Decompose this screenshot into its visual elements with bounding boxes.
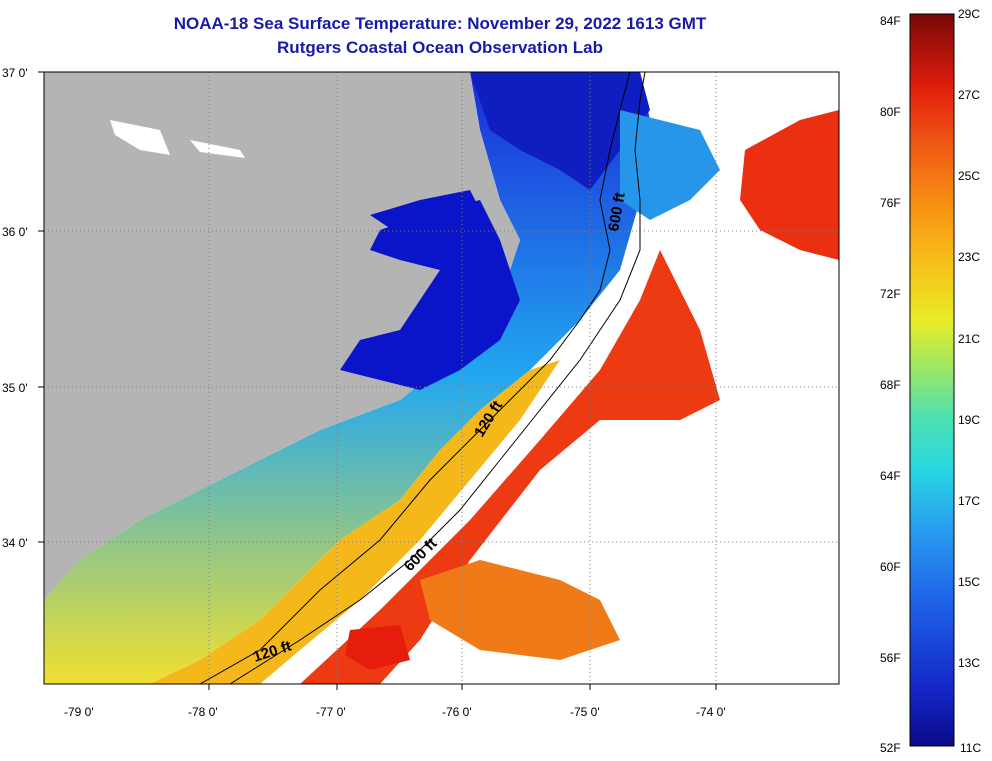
contour-600ft	[229, 72, 646, 684]
scale-label-f: 80F	[880, 105, 901, 119]
map-title: NOAA-18 Sea Surface Temperature: Novembe…	[173, 14, 707, 33]
scale-label-c: 15C	[958, 575, 980, 589]
scale-label-c: 23C	[958, 250, 980, 264]
map-subtitle: Rutgers Coastal Ocean Observation Lab	[277, 38, 603, 57]
color-scale-gradient	[909, 13, 955, 747]
scale-label-c: 11C	[960, 741, 981, 755]
lon-tick-77: -77 0'	[316, 705, 346, 719]
scale-label-c: 17C	[958, 494, 980, 508]
scale-label-f: 60F	[880, 560, 901, 574]
cold-water-north	[470, 72, 650, 190]
albemarle-sound	[370, 190, 480, 235]
inland-lake	[110, 120, 170, 155]
lon-tick-78: -78 0'	[188, 705, 218, 719]
scale-label-f: 84F	[880, 14, 901, 28]
lon-tick-79: -79 0'	[64, 705, 94, 719]
land-mass	[44, 72, 520, 600]
lon-tick-75: -75 0'	[570, 705, 600, 719]
warm-patch-southwest	[345, 625, 410, 670]
lat-tick-34: 34 0'	[2, 536, 28, 550]
scale-label-f: 56F	[880, 651, 901, 665]
scale-label-c: 27C	[958, 88, 980, 102]
lat-tick-37: 37 0'	[2, 66, 28, 80]
graticule	[44, 72, 839, 684]
nearshore-warm-band	[150, 360, 560, 684]
scale-label-f: 68F	[880, 378, 901, 392]
scale-label-c: 25C	[958, 169, 980, 183]
scale-label-c: 19C	[958, 413, 980, 427]
lon-tick-76: -76 0'	[442, 705, 472, 719]
scale-label-c: 13C	[958, 656, 980, 670]
lat-tick-35: 35 0'	[2, 381, 28, 395]
cool-water-northeast	[620, 110, 720, 220]
warm-patch-south	[420, 560, 620, 660]
scale-label-f: 52F	[880, 741, 901, 755]
scale-label-c: 21C	[958, 332, 980, 346]
scale-label-f: 64F	[880, 469, 901, 483]
lat-tick-36: 36 0'	[2, 225, 28, 239]
gulf-stream-warm-water	[300, 250, 720, 684]
warm-patch-east	[740, 110, 839, 260]
scale-label-f: 76F	[880, 196, 901, 210]
plot-frame	[43, 71, 840, 685]
shelf-water	[44, 72, 650, 684]
contour-120ft	[199, 72, 631, 684]
lon-tick-74: -74 0'	[696, 705, 726, 719]
scale-label-c: 29C	[958, 7, 980, 21]
frame-ticks	[38, 71, 717, 690]
inland-lake	[190, 140, 245, 158]
contour-label-600ft: 600 ft	[605, 191, 629, 233]
pamlico-sound	[340, 200, 520, 390]
scale-label-f: 72F	[880, 287, 901, 301]
